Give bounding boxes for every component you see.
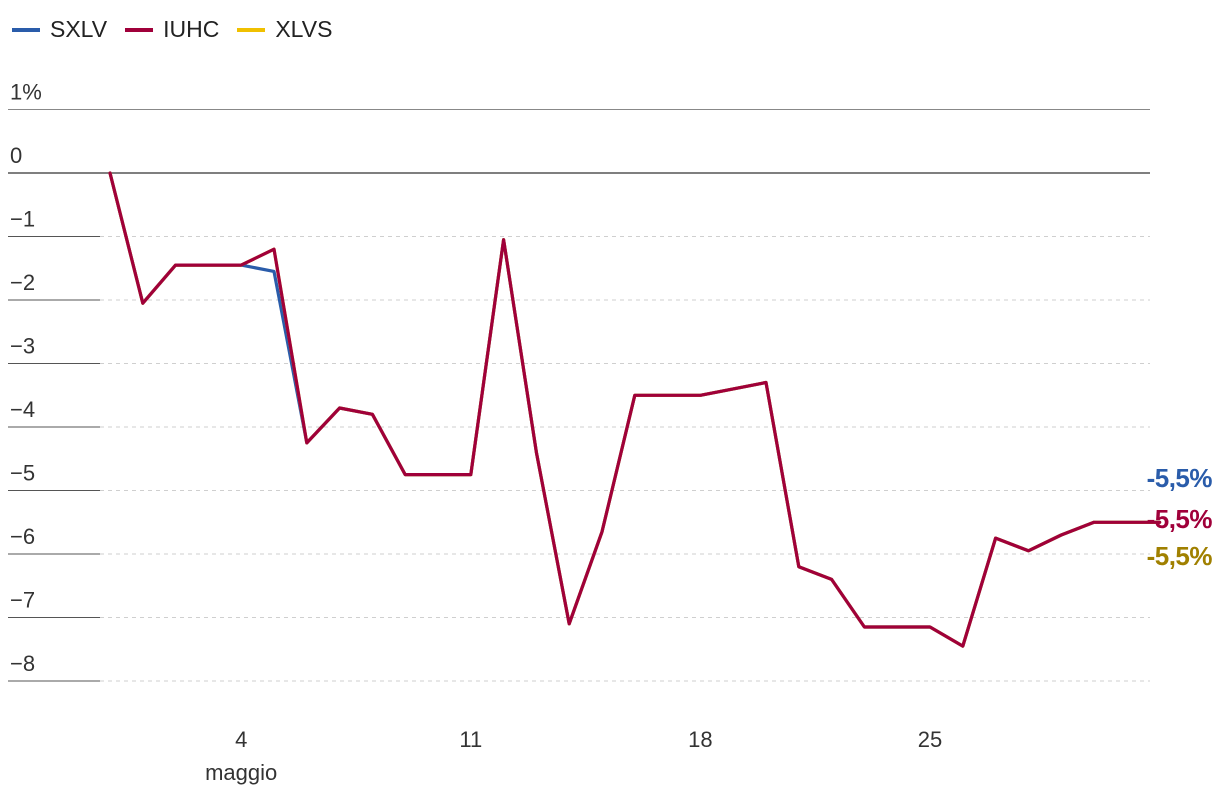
end-label-sxlv: -5,5% [1146, 463, 1213, 493]
end-label-xlvs: -5,5% [1146, 541, 1213, 571]
legend-item-xlvs: XLVS [237, 16, 332, 43]
series-line-iuhc [108, 171, 1162, 648]
legend-label-xlvs: XLVS [275, 16, 333, 42]
legend-item-iuhc: IUHC [125, 16, 219, 43]
y-tick-label: 0 [10, 143, 22, 168]
x-tick-label: 11 [459, 727, 482, 752]
legend-label-sxlv: SXLV [50, 16, 108, 42]
x-tick-label: 18 [688, 727, 712, 752]
y-tick-label: −1 [10, 207, 35, 232]
y-tick-label: −3 [10, 334, 35, 359]
x-tick-sublabel: maggio [205, 760, 277, 785]
y-tick-label: −5 [10, 461, 35, 486]
x-tick-label: 4 [235, 727, 247, 752]
y-tick-label: −2 [10, 270, 35, 295]
legend: SXLV IUHC XLVS [12, 16, 332, 43]
end-label-iuhc: -5,5% [1146, 504, 1213, 534]
legend-label-iuhc: IUHC [163, 16, 220, 42]
series-line-sxlv [108, 171, 1162, 648]
legend-swatch-iuhc [125, 27, 154, 32]
x-tick-label: 25 [918, 727, 942, 752]
y-tick-label: −6 [10, 524, 35, 549]
legend-swatch-xlvs [237, 27, 266, 32]
y-tick-label: −4 [10, 397, 35, 422]
y-tick-label: 1% [10, 80, 42, 105]
legend-swatch-sxlv [12, 27, 40, 32]
legend-item-sxlv: SXLV [12, 16, 107, 43]
y-tick-label: −7 [10, 588, 35, 613]
series-line-xlvs [108, 171, 1162, 648]
y-tick-label: −8 [10, 651, 35, 676]
